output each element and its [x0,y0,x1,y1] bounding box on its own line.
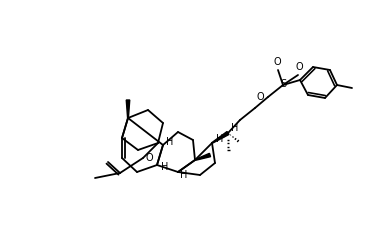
Text: H: H [161,162,168,172]
Polygon shape [195,153,211,160]
Text: O: O [145,153,153,163]
Text: O: O [273,57,281,67]
Text: O: O [295,62,303,72]
Text: H: H [180,170,187,180]
Text: O: O [256,92,264,102]
Polygon shape [212,131,229,143]
Text: H: H [166,137,173,147]
Text: H: H [231,123,238,133]
Polygon shape [126,100,130,118]
Text: H: H [216,134,223,144]
Text: S: S [280,79,286,89]
